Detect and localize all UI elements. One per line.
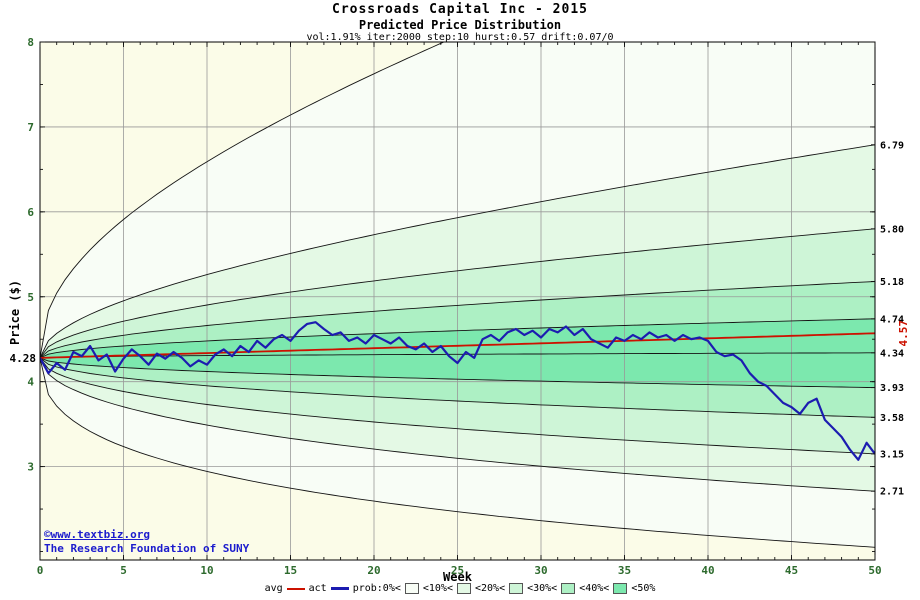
grid xyxy=(40,42,875,560)
legend-label: avg xyxy=(264,583,283,594)
page-title: Crossroads Capital Inc - 2015 xyxy=(332,2,588,17)
svg-text:35: 35 xyxy=(618,564,631,577)
svg-text:4: 4 xyxy=(27,376,34,389)
svg-text:3.93: 3.93 xyxy=(880,383,904,394)
legend-label: act xyxy=(308,583,327,594)
svg-text:5.80: 5.80 xyxy=(880,224,904,235)
svg-text:3: 3 xyxy=(27,461,34,474)
legend-line-sample xyxy=(330,587,349,590)
legend-label: <10%< xyxy=(422,583,453,594)
svg-text:40: 40 xyxy=(701,564,714,577)
legend-color-chip xyxy=(613,583,628,594)
legend-line-sample xyxy=(286,587,305,590)
y-axis-label: Price ($) xyxy=(8,279,22,345)
legend-color-chip xyxy=(561,583,576,594)
chart-subtitle: Predicted Price Distribution xyxy=(358,18,562,32)
svg-text:4.34: 4.34 xyxy=(880,348,904,359)
svg-text:6: 6 xyxy=(27,206,34,219)
avg-line xyxy=(40,332,875,359)
act-line xyxy=(40,321,875,461)
legend-label: <40%< xyxy=(579,583,610,594)
legend-color-chip xyxy=(509,583,524,594)
svg-text:5.18: 5.18 xyxy=(880,277,904,288)
legend-label: <20%< xyxy=(474,583,506,594)
svg-text:3.15: 3.15 xyxy=(880,449,904,460)
legend-color-chip xyxy=(456,583,471,594)
watermark-link[interactable]: ©www.textbiz.org xyxy=(44,528,150,541)
axis-ticks xyxy=(39,41,876,560)
svg-text:10: 10 xyxy=(200,564,213,577)
svg-text:6.79: 6.79 xyxy=(880,140,904,151)
watermark-org: The Research Foundation of SUNY xyxy=(44,542,250,555)
legend-label: prob:0%< xyxy=(352,583,401,594)
svg-text:7: 7 xyxy=(27,121,34,134)
right-value-labels: 6.79 5.80 5.18 4.74 4.34 3.93 3.58 3.15 2.71 xyxy=(880,140,904,497)
svg-text:25: 25 xyxy=(451,564,464,577)
simulation-parameters: vol:1.91% iter:2000 step:10 hurst:0.57 d… xyxy=(306,32,614,43)
legend-color-chip xyxy=(404,583,419,594)
svg-text:15: 15 xyxy=(284,564,297,577)
start-price-label: 4.28 xyxy=(10,352,37,365)
svg-text:0: 0 xyxy=(37,564,44,577)
svg-text:2.71: 2.71 xyxy=(880,487,904,498)
legend: avg act prob:0%< <10%< <20%< <30%< <40%< <50% xyxy=(0,583,920,594)
legend-label: <30%< xyxy=(527,583,558,594)
svg-text:20: 20 xyxy=(367,564,380,577)
svg-text:5: 5 xyxy=(120,564,127,577)
svg-text:50: 50 xyxy=(868,564,881,577)
avg-end-price-label: 4.57 xyxy=(897,320,910,347)
x-axis-label: Week xyxy=(443,570,472,584)
svg-text:45: 45 xyxy=(785,564,798,577)
legend-label: <50% xyxy=(631,583,656,594)
svg-text:8: 8 xyxy=(27,36,34,49)
svg-text:5: 5 xyxy=(27,291,34,304)
svg-text:30: 30 xyxy=(534,564,547,577)
svg-text:3.58: 3.58 xyxy=(880,413,904,424)
svg-text:4.74: 4.74 xyxy=(880,314,904,325)
